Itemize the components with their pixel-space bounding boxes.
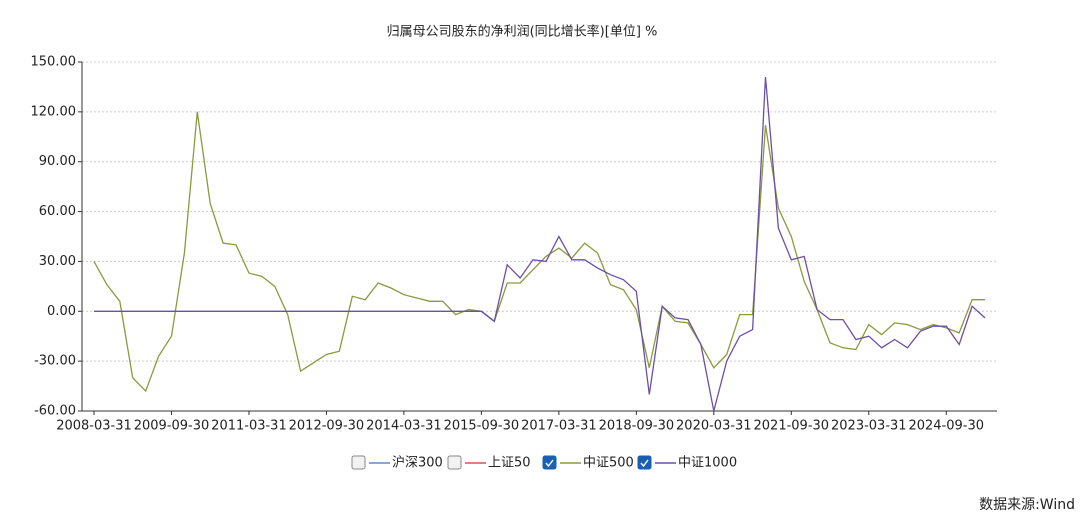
- source-note: 数据来源:Wind: [979, 497, 1075, 513]
- y-tick-label: 30.00: [39, 254, 76, 269]
- series-line: [94, 76, 986, 412]
- x-tick-label: 2015-09-30: [444, 419, 520, 434]
- y-tick-label: 0.00: [47, 304, 76, 319]
- x-tick-label: 2011-03-31: [211, 419, 287, 434]
- y-tick-label: -30.00: [34, 354, 76, 369]
- legend-label: 上证50: [488, 456, 531, 471]
- x-tick-label: 2009-09-30: [134, 419, 210, 434]
- x-tick-label: 2021-09-30: [754, 419, 830, 434]
- x-tick-label: 2017-03-31: [521, 419, 597, 434]
- x-tick-label: 2020-03-31: [676, 419, 752, 434]
- legend-checkbox-checked[interactable]: [637, 455, 652, 470]
- y-tick-label: 120.00: [31, 104, 77, 119]
- legend-checkbox[interactable]: [351, 455, 366, 470]
- legend-checkbox[interactable]: [447, 455, 462, 470]
- legend-label: 中证500: [583, 456, 634, 471]
- chart-title: 归属母公司股东的净利润(同比增长率)[单位] %: [387, 24, 658, 40]
- x-tick-label: 2024-09-30: [908, 419, 984, 434]
- legend-label: 沪深300: [392, 455, 443, 471]
- y-tick-label: 90.00: [39, 154, 76, 169]
- x-tick-label: 2014-03-31: [366, 419, 442, 434]
- legend-label: 中证1000: [678, 456, 737, 471]
- check-mark: [640, 459, 649, 468]
- y-tick-label: 60.00: [39, 204, 76, 219]
- series-line: [93, 111, 985, 393]
- legend-checkbox-checked[interactable]: [542, 455, 557, 470]
- y-tick-label: 150.00: [31, 55, 77, 70]
- x-tick-label: 2018-09-30: [599, 419, 675, 434]
- check-mark: [545, 459, 554, 468]
- x-tick-label: 2008-03-31: [56, 419, 132, 434]
- x-tick-label: 2012-09-30: [289, 419, 365, 434]
- x-tick-label: 2023-03-31: [831, 419, 907, 434]
- y-tick-label: -60.00: [34, 404, 76, 419]
